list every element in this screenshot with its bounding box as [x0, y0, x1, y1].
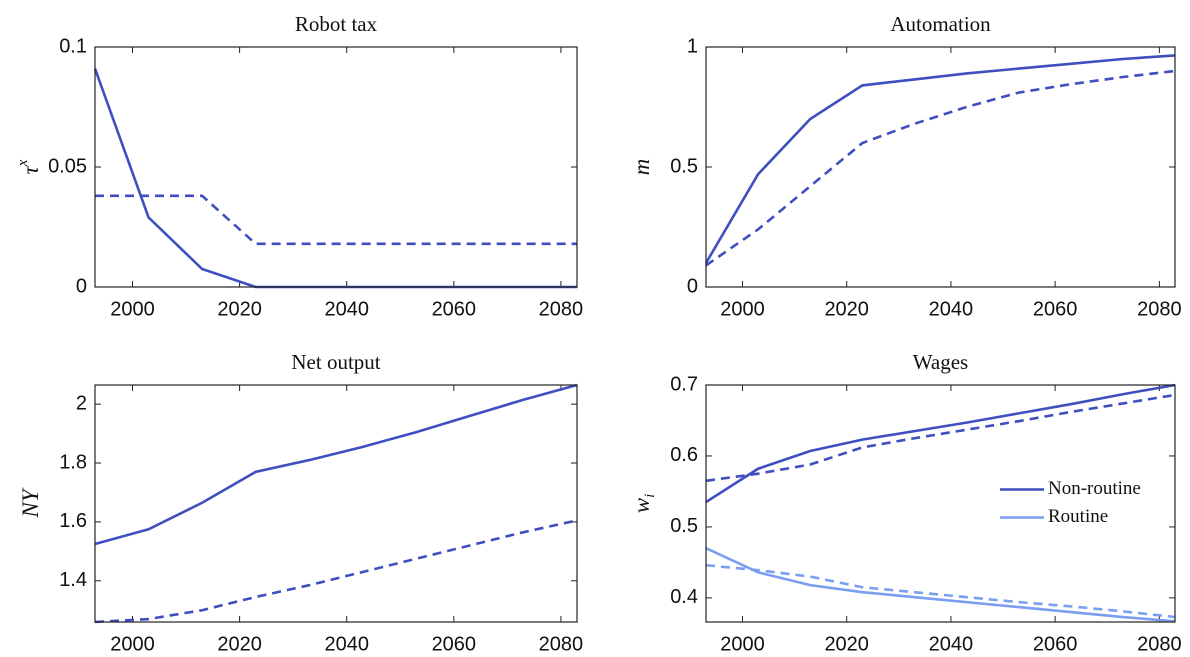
series-line — [704, 54, 1176, 264]
subplot-title: Automation — [890, 12, 991, 36]
legend-label: Non-routine — [1048, 478, 1141, 499]
x-tick-label: 2020 — [824, 633, 869, 655]
y-tick-label: 0.05 — [48, 155, 87, 177]
x-tick-label: 2080 — [1137, 298, 1182, 320]
x-tick-label: 2060 — [432, 298, 477, 320]
x-tick-label: 2040 — [324, 298, 369, 320]
subplot-title: Wages — [913, 350, 968, 374]
y-axis-label-base: NY — [18, 487, 43, 518]
y-tick-label: 0.6 — [670, 444, 698, 466]
x-tick-label: 2040 — [929, 633, 974, 655]
series-line — [705, 69, 1176, 267]
subplot-title: Robot tax — [295, 12, 378, 36]
y-tick-label: 0 — [687, 275, 698, 297]
y-axis-label: NY — [18, 487, 43, 518]
series-line — [705, 547, 1176, 623]
series-line — [95, 194, 577, 246]
x-tick-label: 2060 — [1033, 298, 1078, 320]
y-tick-label: 1.8 — [59, 451, 87, 473]
legend-label: Routine — [1048, 506, 1108, 527]
series-line — [93, 68, 577, 289]
y-tick-label: 0.5 — [670, 515, 698, 537]
series-line — [705, 563, 1176, 619]
y-axis-label-sup: x — [15, 159, 31, 167]
x-tick-label: 2040 — [324, 633, 369, 655]
y-tick-label: 0.4 — [670, 586, 698, 608]
x-tick-label: 2080 — [539, 633, 584, 655]
x-tick-label: 2060 — [432, 633, 477, 655]
y-tick-label: 1.6 — [59, 510, 87, 532]
x-tick-label: 2020 — [217, 633, 262, 655]
x-tick-label: 2020 — [824, 298, 869, 320]
y-tick-label: 0 — [76, 275, 87, 297]
y-axis-label: m — [629, 159, 654, 176]
y-axis-label-base: w — [629, 497, 654, 513]
y-tick-label: 1.4 — [59, 569, 87, 591]
y-tick-label: 1 — [687, 35, 698, 57]
y-tick-label: 2 — [76, 392, 87, 414]
series-line — [705, 393, 1176, 483]
x-tick-label: 2020 — [217, 298, 262, 320]
x-tick-label: 2000 — [720, 633, 765, 655]
axes-box — [705, 46, 1176, 288]
y-axis-label: τx — [15, 159, 43, 174]
x-tick-label: 2080 — [1137, 633, 1182, 655]
x-tick-label: 2000 — [110, 633, 155, 655]
y-tick-label: 0.5 — [670, 155, 698, 177]
y-tick-label: 0.7 — [670, 373, 698, 395]
x-tick-label: 2000 — [110, 298, 155, 320]
y-axis-label-sub: i — [642, 494, 658, 498]
y-axis-label-base: τ — [18, 165, 43, 174]
axes-box — [94, 46, 578, 288]
axes-box — [94, 384, 578, 623]
x-tick-label: 2080 — [539, 298, 584, 320]
axes-box — [705, 384, 1176, 623]
y-axis-label: wi — [629, 494, 658, 514]
subplot-title: Net output — [291, 350, 380, 374]
x-tick-label: 2000 — [720, 298, 765, 320]
x-tick-label: 2040 — [929, 298, 974, 320]
x-tick-label: 2060 — [1033, 633, 1078, 655]
y-tick-label: 0.1 — [59, 35, 87, 57]
series-line — [94, 383, 578, 546]
series-line — [705, 383, 1176, 504]
y-axis-label-base: m — [629, 159, 654, 176]
series-line — [94, 519, 578, 624]
